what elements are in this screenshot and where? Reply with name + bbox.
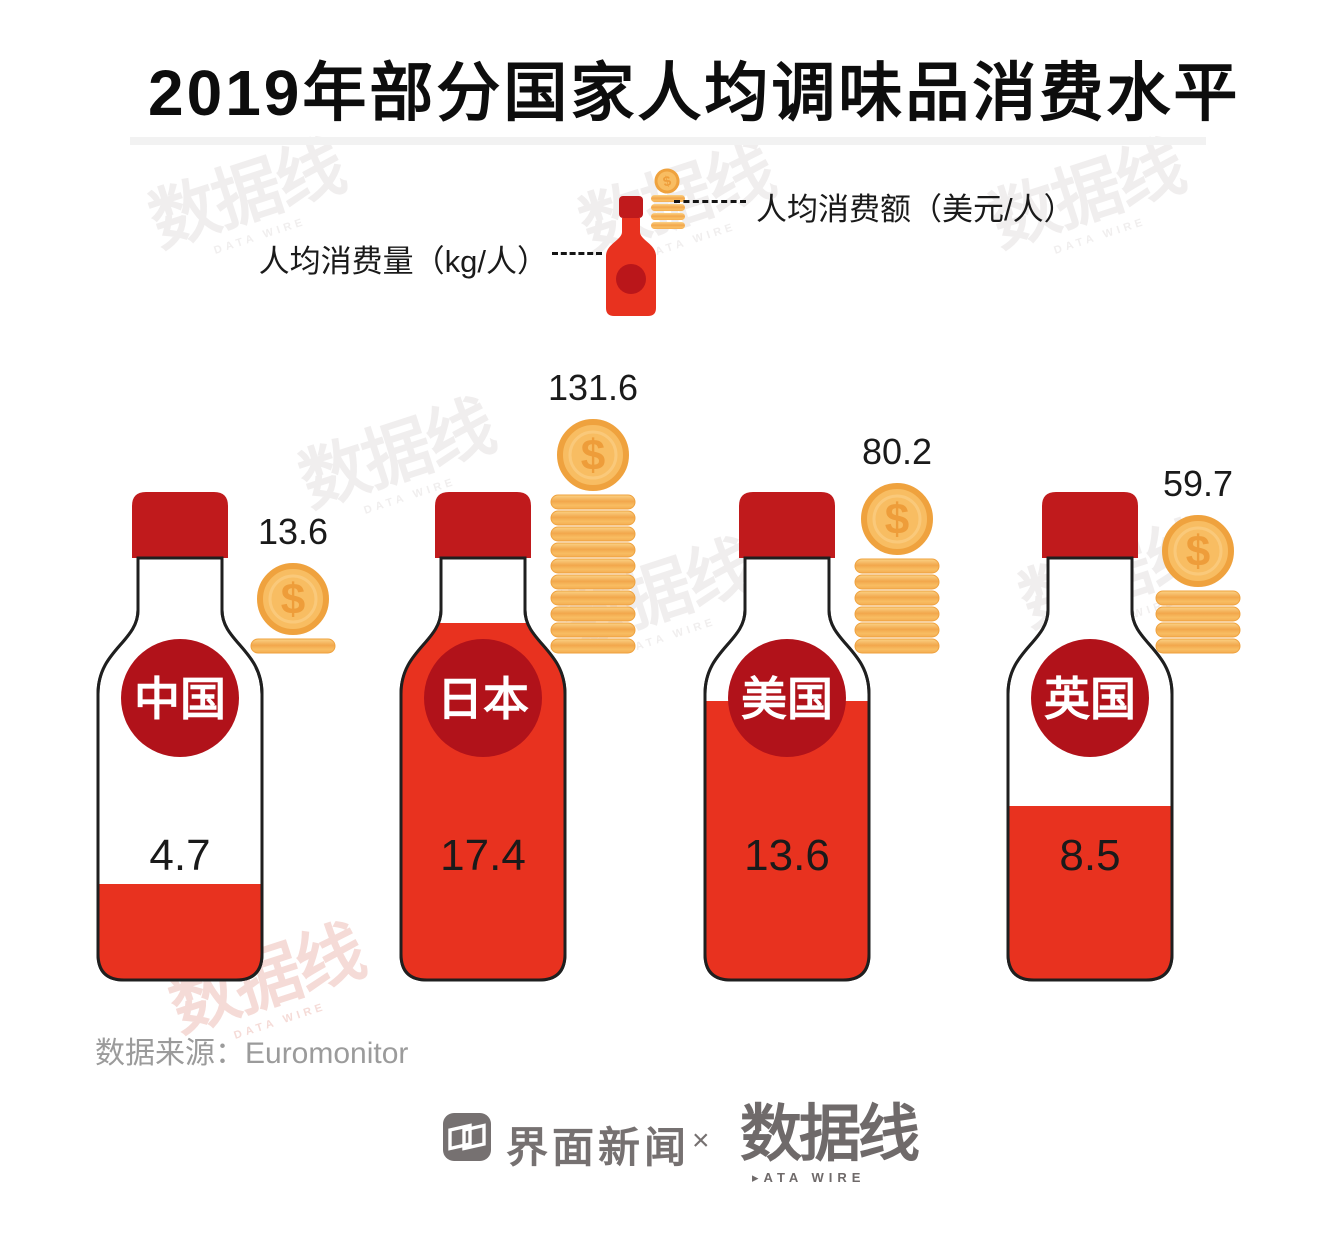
country-badge-label: 中国	[134, 673, 226, 725]
dollar-sign: $	[581, 431, 605, 480]
country-badge	[728, 639, 846, 757]
flat-coin	[854, 638, 940, 654]
jiemian-logo-icon	[443, 1113, 491, 1161]
legend-value-label: 人均消费额（美元/人）	[756, 192, 1075, 227]
bottle-美国: 美国 13.6	[702, 492, 872, 992]
kg-value-label: 17.4	[440, 831, 526, 880]
legend-bottle-cap	[619, 196, 643, 218]
legend-bottle-label-circle	[616, 264, 646, 294]
usd-value-label-中国: 13.6	[257, 511, 329, 552]
flat-coin	[550, 558, 636, 574]
legend-bottle-icon	[602, 194, 660, 324]
country-badge	[121, 639, 239, 757]
bottle-cap	[739, 492, 835, 558]
bottle-liquid-fill	[1008, 806, 1172, 980]
flat-coin	[550, 590, 636, 606]
bottle-中国: 中国 4.7	[95, 492, 265, 992]
bottle-cap	[1042, 492, 1138, 558]
usd-value-label-美国: 80.2	[861, 431, 933, 472]
legend-quantity-connector	[552, 252, 602, 255]
kg-value-label: 13.6	[744, 831, 830, 880]
datawire-logo-text: 数据线	[740, 1100, 920, 1169]
legend-value-connector	[674, 200, 746, 203]
legend-quantity-label: 人均消费量（kg/人）	[258, 244, 548, 279]
flat-coin	[550, 542, 636, 558]
usd-value-label-英国: 59.7	[1162, 463, 1234, 504]
jiemian-logo-text: 界面新闻	[506, 1124, 691, 1171]
flat-coin	[854, 558, 940, 574]
flat-coin	[550, 622, 636, 638]
data-source: 数据来源：Euromonitor	[95, 1037, 409, 1070]
coin-stack-中国: $	[245, 559, 341, 660]
flat-coin	[550, 638, 636, 654]
bottle-svg: 美国 13.6	[703, 492, 871, 982]
legend-dollar-coin-icon	[654, 168, 680, 194]
flat-coin	[854, 574, 940, 590]
bottle-svg: 日本 17.4	[399, 492, 567, 982]
bottle-svg: 英国 8.5	[1006, 492, 1174, 982]
flat-coin	[1155, 606, 1241, 622]
flat-coin	[550, 494, 636, 510]
country-badge-label: 美国	[741, 673, 833, 725]
flat-coin	[550, 606, 636, 622]
coin-stack-日本: $	[545, 415, 641, 660]
kg-value-label: 4.7	[149, 831, 210, 880]
bottle-liquid-fill	[98, 884, 262, 980]
kg-value-label: 8.5	[1059, 831, 1120, 880]
flat-coin	[250, 638, 336, 654]
flat-coin	[550, 510, 636, 526]
coin-stack-英国: $	[1150, 511, 1246, 660]
bottle-cap	[132, 492, 228, 558]
title-divider	[130, 137, 1206, 145]
legend-coins-icon: $	[645, 168, 691, 230]
bottle-svg: 中国 4.7	[96, 492, 264, 982]
flat-coin	[854, 590, 940, 606]
country-badge-label: 英国	[1044, 673, 1136, 725]
page-title: 2019年部分国家人均调味品消费水平	[148, 57, 1241, 129]
bottle-cap	[435, 492, 531, 558]
country-badge-label: 日本	[437, 673, 529, 725]
country-badge	[424, 639, 542, 757]
flat-coin	[1155, 590, 1241, 606]
dollar-sign: $	[1186, 527, 1210, 576]
flat-coin	[1155, 622, 1241, 638]
country-badge	[1031, 639, 1149, 757]
coin-stack-美国: $	[849, 479, 945, 660]
dollar-sign: $	[281, 575, 305, 624]
flat-coin	[1155, 638, 1241, 654]
footer-separator: ×	[692, 1124, 710, 1157]
flat-coin	[550, 526, 636, 542]
flat-coin	[854, 622, 940, 638]
usd-value-label-日本: 131.6	[547, 367, 639, 408]
dollar-sign: $	[885, 495, 909, 544]
bottle-日本: 日本 17.4	[398, 492, 568, 992]
svg-text:$: $	[661, 172, 673, 189]
flat-coin	[854, 606, 940, 622]
datawire-logo-caption: ▸ATA WIRE	[752, 1170, 866, 1185]
flat-coin	[550, 574, 636, 590]
bottle-英国: 英国 8.5	[1005, 492, 1175, 992]
